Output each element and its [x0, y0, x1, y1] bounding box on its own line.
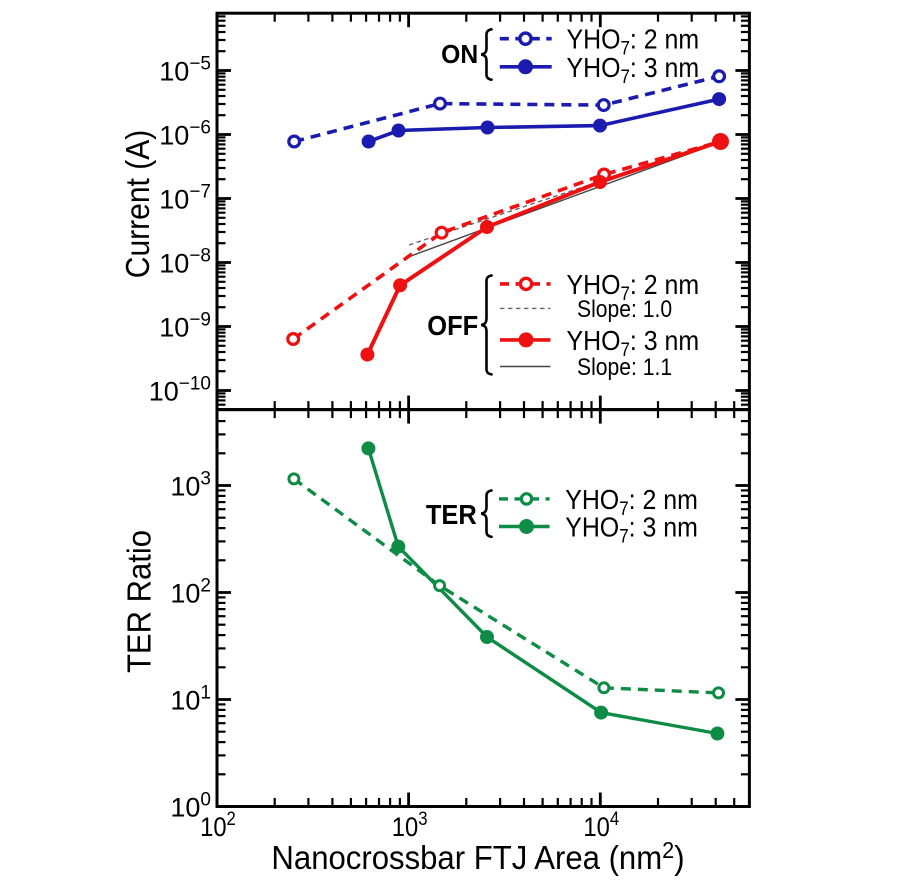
svg-text:Current (A): Current (A) — [119, 130, 157, 278]
svg-text:YHO7: 3 nm: YHO7: 3 nm — [567, 51, 700, 87]
svg-text:Nanocrossbar FTJ Area (nm2): Nanocrossbar FTJ Area (nm2) — [271, 837, 684, 876]
svg-text:YHO7: 2 nm: YHO7: 2 nm — [567, 23, 700, 59]
svg-text:ON: ON — [441, 40, 478, 69]
svg-text:OFF: OFF — [427, 310, 478, 341]
svg-text:YHO7: 3 nm: YHO7: 3 nm — [567, 325, 700, 361]
svg-text:TER Ratio: TER Ratio — [121, 530, 158, 673]
svg-text:Slope: 1.1: Slope: 1.1 — [577, 354, 672, 381]
svg-text:YHO7: 2 nm: YHO7: 2 nm — [565, 484, 698, 520]
svg-text:101: 101 — [170, 683, 211, 716]
svg-text:10−5: 10−5 — [159, 54, 211, 87]
svg-text:Slope: 1.0: Slope: 1.0 — [577, 296, 672, 323]
svg-text:YHO7: 2 nm: YHO7: 2 nm — [567, 269, 700, 305]
svg-text:TER: TER — [426, 499, 477, 530]
svg-text:YHO7: 3 nm: YHO7: 3 nm — [565, 511, 698, 547]
